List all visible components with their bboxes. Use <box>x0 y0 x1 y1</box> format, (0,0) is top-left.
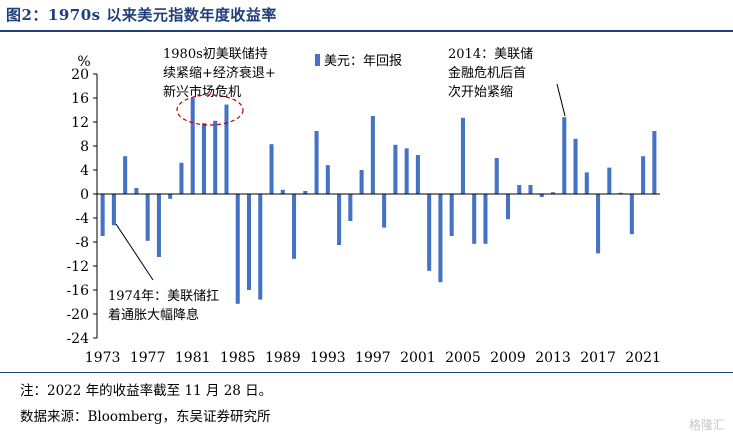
bar-2008 <box>494 158 499 194</box>
annotation-1980s-line2: 续紧缩+经济衰退+ <box>163 65 276 81</box>
y-tick-label: -16 <box>66 283 89 299</box>
x-tick-label: 1973 <box>85 350 121 366</box>
footnote: 注：2022 年的收益率截至 11 月 28 日。 <box>20 383 273 399</box>
y-tick-label: -24 <box>66 331 89 347</box>
x-tick-label: 2021 <box>625 350 661 366</box>
bar-1987 <box>258 194 263 300</box>
y-tick-label: -20 <box>66 307 89 323</box>
bar-1988 <box>269 144 274 194</box>
annotation-1974-line2: 着通胀大幅降息 <box>108 307 199 323</box>
legend-label: 美元：年回报 <box>324 54 402 69</box>
bar-1997 <box>370 116 375 194</box>
bar-1995 <box>348 194 353 221</box>
bar-2000 <box>404 148 409 194</box>
bar-1974 <box>111 194 116 226</box>
x-tick-label: 2001 <box>400 350 436 366</box>
title-rule <box>0 30 733 32</box>
annotation-2014-line3: 次开始紧缩 <box>448 84 513 100</box>
bar-1999 <box>393 144 398 194</box>
bar-2003 <box>438 194 443 283</box>
bar-2018 <box>607 167 612 194</box>
y-tick-label: 16 <box>71 91 89 107</box>
bar-2001 <box>415 155 420 194</box>
annotation-2014-line2: 金融危机后首 <box>448 65 526 81</box>
x-tick-label: 1989 <box>265 350 301 366</box>
annotation-1980s-line1: 1980s初美联储持 <box>163 47 268 62</box>
watermark: 格隆汇 <box>688 418 725 432</box>
figure-title: 图2：1970s 以来美元指数年度收益率 <box>6 6 277 24</box>
bar-1993 <box>325 165 330 194</box>
bar-1978 <box>156 194 161 257</box>
bar-1998 <box>382 194 387 228</box>
y-tick-label: -12 <box>66 259 89 275</box>
bar-2020 <box>629 194 634 235</box>
bar-1984 <box>224 104 229 194</box>
bar-2019 <box>618 192 623 194</box>
bar-2015 <box>573 138 578 194</box>
x-tick-label: 1993 <box>310 350 346 366</box>
annotation-2014-line1: 2014：美联储 <box>448 47 533 62</box>
x-tick-label: 2013 <box>535 350 571 366</box>
bar-1980 <box>179 162 184 194</box>
bar-2007 <box>483 194 488 244</box>
annotation-2014-pointer <box>556 83 566 117</box>
bar-1986 <box>246 194 252 290</box>
bar-2013 <box>551 192 556 194</box>
legend-swatch <box>315 54 320 66</box>
bar-1973 <box>100 194 105 236</box>
y-tick-label: 4 <box>80 163 89 179</box>
bar-1983 <box>213 120 218 194</box>
y-tick-label: 20 <box>71 67 89 83</box>
x-tick-label: 2017 <box>580 350 616 366</box>
annotation-1974-line1: 1974年：美联储扛 <box>108 288 219 304</box>
bar-2017 <box>596 194 601 254</box>
x-tick-label: 1981 <box>175 350 211 366</box>
bar-1994 <box>337 194 342 245</box>
bar-2012 <box>539 194 544 197</box>
bar-1977 <box>145 194 150 241</box>
bar-1979 <box>168 194 173 199</box>
bar-2002 <box>427 194 432 271</box>
x-tick-label: 1977 <box>130 350 166 366</box>
bar-2022 <box>652 131 657 194</box>
bar-1991 <box>303 191 308 194</box>
annotation-1980s-circle <box>176 94 244 126</box>
bar-2009 <box>505 194 511 220</box>
data-source: 数据来源：Bloomberg，东吴证券研究所 <box>20 409 271 425</box>
bar-chart: %20 16 12 8 4 0 -4 -8 -12 -16 -20 -24 1973 1977 1981 19… <box>66 47 661 366</box>
bar-2011 <box>528 185 533 194</box>
bar-1985 <box>235 194 240 304</box>
x-tick-label: 1997 <box>355 350 391 366</box>
bar-2010 <box>517 185 522 194</box>
x-tick-label: 2009 <box>490 350 526 366</box>
x-tick-label: 1985 <box>220 350 256 366</box>
bar-1981 <box>190 98 195 194</box>
bar-1996 <box>359 170 364 194</box>
bar-2014 <box>562 117 567 194</box>
bar-2005 <box>460 117 465 194</box>
y-tick-label: -8 <box>75 235 89 251</box>
footer-rule <box>0 372 733 373</box>
bar-1975 <box>123 156 128 194</box>
y-tick-label: 0 <box>80 187 89 203</box>
y-unit-label: % <box>77 54 90 70</box>
y-tick-label: 8 <box>80 139 89 155</box>
x-tick-label: 2005 <box>445 350 481 366</box>
bar-2016 <box>584 172 589 194</box>
bar-1976 <box>134 188 139 194</box>
y-tick-label: -4 <box>75 211 89 227</box>
annotation-1974-pointer <box>115 223 154 281</box>
bar-1992 <box>314 131 319 194</box>
bar-2006 <box>472 194 477 244</box>
bar-1990 <box>292 194 297 259</box>
y-tick-label: 12 <box>71 115 89 131</box>
bar-2021 <box>641 156 646 194</box>
bar-2004 <box>449 194 454 236</box>
bar-1982 <box>201 123 206 194</box>
bar-1989 <box>280 189 285 194</box>
